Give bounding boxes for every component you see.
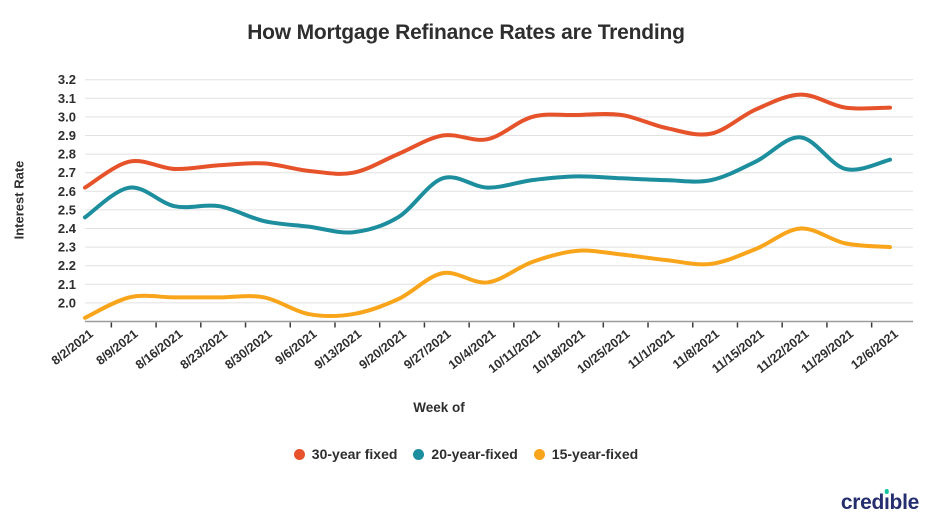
x-axis-title: Week of — [413, 400, 465, 415]
legend-label: 30-year fixed — [311, 446, 398, 462]
x-tick-label: 11/1/2021 — [625, 327, 677, 372]
x-tick-label: 8/2/2021 — [49, 327, 96, 368]
y-tick-label: 2.9 — [58, 128, 76, 143]
y-tick-label: 3.2 — [58, 72, 76, 87]
y-tick-label: 2.8 — [58, 147, 76, 162]
chart-title: How Mortgage Refinance Rates are Trendin… — [247, 21, 685, 44]
series-line-15-year-fixed — [83, 226, 892, 320]
legend-dot — [413, 448, 425, 460]
legend-label: 20-year-fixed — [431, 446, 518, 462]
logo-text-right: ble — [889, 491, 920, 514]
legend-label: 15-year-fixed — [551, 446, 639, 462]
legend: 30-year fixed 20-year-fixed 15-year-fixed — [0, 446, 932, 462]
y-tick-label: 2.0 — [58, 295, 76, 310]
logo-i-dot — [884, 489, 890, 494]
x-tick-label: 9/27/2021 — [401, 327, 453, 372]
y-tick-label: 2.3 — [58, 240, 76, 255]
x-tick-label: 8/23/2021 — [178, 327, 230, 372]
y-tick-label: 2.5 — [58, 202, 76, 217]
y-tick-label: 2.2 — [58, 258, 76, 273]
legend-dot — [533, 448, 545, 460]
y-tick-label: 3.0 — [58, 109, 76, 124]
x-tick-label: 9/20/2021 — [356, 327, 408, 372]
series-line-30-year-fixed — [83, 92, 892, 190]
y-tick-label: 3.1 — [58, 91, 76, 106]
x-tick-label: 8/16/2021 — [133, 327, 185, 372]
legend-item-30-year-fixed: 30-year fixed — [293, 446, 398, 462]
legend-item-20-year-fixed: 20-year-fixed — [413, 446, 518, 462]
logo-text-left: cred — [840, 491, 884, 514]
legend-item-15-year-fixed: 15-year-fixed — [533, 446, 639, 462]
y-tick-label: 2.6 — [58, 184, 76, 199]
x-tick-label: 12/6/2021 — [848, 327, 900, 372]
series-line-20-year-fixed — [83, 135, 892, 235]
logo-text-i: ı — [884, 491, 890, 514]
line-chart: 2.0 2.1 2.2 2.3 2.4 2.5 2.6 2.7 2.8 2.9 3.0 3.1 3.2 8… — [49, 72, 913, 376]
y-tick-label: 2.7 — [58, 165, 76, 180]
x-tick-label: 8/30/2021 — [222, 327, 274, 372]
legend-dot — [293, 448, 305, 460]
credible-logo: credı ble — [840, 489, 920, 514]
x-tick-label: 9/13/2021 — [312, 327, 364, 372]
y-tick-label: 2.1 — [58, 277, 76, 292]
y-tick-label: 2.4 — [58, 221, 77, 236]
